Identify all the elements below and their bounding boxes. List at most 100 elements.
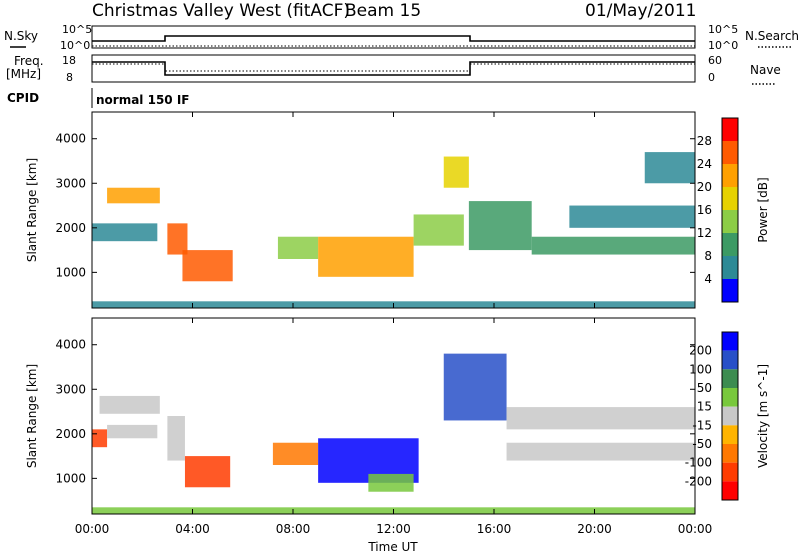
colorbar-swatch xyxy=(722,233,738,256)
colorbar-swatch xyxy=(722,332,738,351)
velocity-y-label: Slant Range [km] xyxy=(25,364,39,468)
power-data xyxy=(92,152,695,308)
y-tick-label: 3000 xyxy=(55,176,86,190)
colorbar-swatch xyxy=(722,210,738,233)
freq-trace xyxy=(92,61,695,76)
scatter-region xyxy=(167,223,188,255)
colorbar-tick-label: 50 xyxy=(697,381,712,395)
nave-label: Nave xyxy=(750,63,781,77)
velocity-colorbar-label: Velocity [m s^-1] xyxy=(756,364,770,468)
scatter-region xyxy=(413,214,464,246)
colorbar-tick-label: 28 xyxy=(697,134,712,148)
scatter-region xyxy=(107,187,160,204)
scatter-region xyxy=(167,416,185,461)
date-label: 01/May/2011 xyxy=(585,1,697,21)
velocity-y-axis: 1000 2000 3000 4000 xyxy=(55,338,695,485)
scatter-region xyxy=(644,152,695,184)
nsky-trace xyxy=(92,35,695,42)
nave-trace xyxy=(92,63,695,72)
scatter-region xyxy=(468,201,532,251)
colorbar-tick-label: 20 xyxy=(697,180,712,194)
y-tick-label: 1000 xyxy=(55,265,86,279)
noise-tick-left-bottom: 10^0 xyxy=(60,39,90,52)
scatter-region xyxy=(277,236,319,259)
scatter-region xyxy=(184,456,231,488)
colorbar-tick-label: 24 xyxy=(697,157,712,171)
colorbar-tick-label: -50 xyxy=(692,437,712,451)
colorbar-swatch xyxy=(722,481,738,500)
colorbar-tick-label: -15 xyxy=(692,418,712,432)
radar-title: Christmas Valley West (fitACF) xyxy=(92,1,350,21)
scatter-region xyxy=(182,250,233,282)
x-tick-label: 00:00 xyxy=(678,522,713,536)
x-tick-label: 04:00 xyxy=(175,522,210,536)
colorbar-tick-label: 200 xyxy=(689,344,712,358)
colorbar-swatch xyxy=(722,187,738,210)
colorbar-tick-label: 4 xyxy=(704,272,712,286)
y-tick-label: 3000 xyxy=(55,382,86,396)
power-y-label: Slant Range [km] xyxy=(25,158,39,262)
x-tick-label: 00:00 xyxy=(75,522,110,536)
freq-label: Freq. xyxy=(14,54,44,68)
nave-tick-top: 60 xyxy=(708,54,722,67)
x-tick-label: 16:00 xyxy=(477,522,512,536)
colorbar-swatch xyxy=(722,369,738,388)
colorbar-swatch xyxy=(722,425,738,444)
y-tick-label: 2000 xyxy=(55,427,86,441)
scatter-region xyxy=(506,442,695,461)
colorbar-swatch xyxy=(722,256,738,279)
colorbar-tick-label: 12 xyxy=(697,226,712,240)
velocity-colorbar: 200 100 50 15 -15 -50 -100 -200 xyxy=(685,331,739,501)
scatter-region xyxy=(531,236,695,255)
freq-tick-bottom: 8 xyxy=(66,71,73,84)
colorbar-tick-label: 8 xyxy=(704,249,712,263)
colorbar-swatch xyxy=(722,141,738,164)
x-tick-label: 08:00 xyxy=(276,522,311,536)
colorbar-tick-label: -200 xyxy=(685,474,712,488)
noise-tick-right-bottom: 10^0 xyxy=(708,39,738,52)
beam-label: Beam 15 xyxy=(345,1,421,21)
cpid-value: normal 150 IF xyxy=(96,93,190,107)
velocity-panel: 1000 2000 3000 4000 Slant Range [km] 200 100… xyxy=(25,112,770,554)
scatter-region xyxy=(272,442,319,465)
nsearch-label: N.Search xyxy=(745,29,799,43)
power-panel: 1000 2000 3000 4000 Slant Range [km] 28 24 20… xyxy=(25,111,770,309)
power-colorbar-label: Power [dB] xyxy=(756,177,770,242)
power-colorbar: 28 24 20 16 12 8 4 xyxy=(697,117,739,303)
colorbar-swatch xyxy=(722,388,738,407)
nave-tick-bottom: 0 xyxy=(708,71,715,84)
scatter-region xyxy=(107,424,158,439)
colorbar-swatch xyxy=(722,164,738,187)
y-tick-label: 4000 xyxy=(55,132,86,146)
colorbar-swatch xyxy=(722,279,738,302)
colorbar-swatch xyxy=(722,350,738,370)
colorbar-tick-label: 16 xyxy=(697,203,712,217)
velocity-data xyxy=(92,353,695,514)
time-axis: 00:00 04:00 08:00 12:00 16:00 20:00 00:00 xyxy=(75,112,713,536)
freq-strip: Freq. [MHz] 18 8 60 0 Nave xyxy=(6,54,781,85)
noise-tick-left-top: 10^5 xyxy=(62,23,92,36)
colorbar-tick-label: -100 xyxy=(685,456,712,470)
colorbar-swatch xyxy=(722,444,738,463)
scatter-region xyxy=(99,395,160,414)
scatter-region xyxy=(569,205,695,228)
power-y-axis: 1000 2000 3000 4000 xyxy=(55,132,695,279)
colorbar-frame xyxy=(721,331,739,501)
scatter-region xyxy=(506,407,695,430)
scatter-region xyxy=(368,473,414,492)
time-axis-label: Time UT xyxy=(367,540,418,554)
freq-unit-label: [MHz] xyxy=(6,67,41,81)
x-tick-label: 12:00 xyxy=(376,522,411,536)
colorbar-frame xyxy=(721,117,739,303)
colorbar-swatch xyxy=(722,406,738,426)
colorbar-swatch xyxy=(722,118,738,141)
noise-strip: N.Sky 10^5 10^0 10^5 10^0 N.Search xyxy=(4,23,799,52)
freq-tick-top: 18 xyxy=(62,54,76,67)
y-tick-label: 1000 xyxy=(55,471,86,485)
scatter-region xyxy=(318,236,414,277)
scatter-region xyxy=(443,156,469,188)
cpid-label: CPID xyxy=(7,91,39,105)
y-tick-label: 2000 xyxy=(55,221,86,235)
x-tick-label: 20:00 xyxy=(577,522,612,536)
